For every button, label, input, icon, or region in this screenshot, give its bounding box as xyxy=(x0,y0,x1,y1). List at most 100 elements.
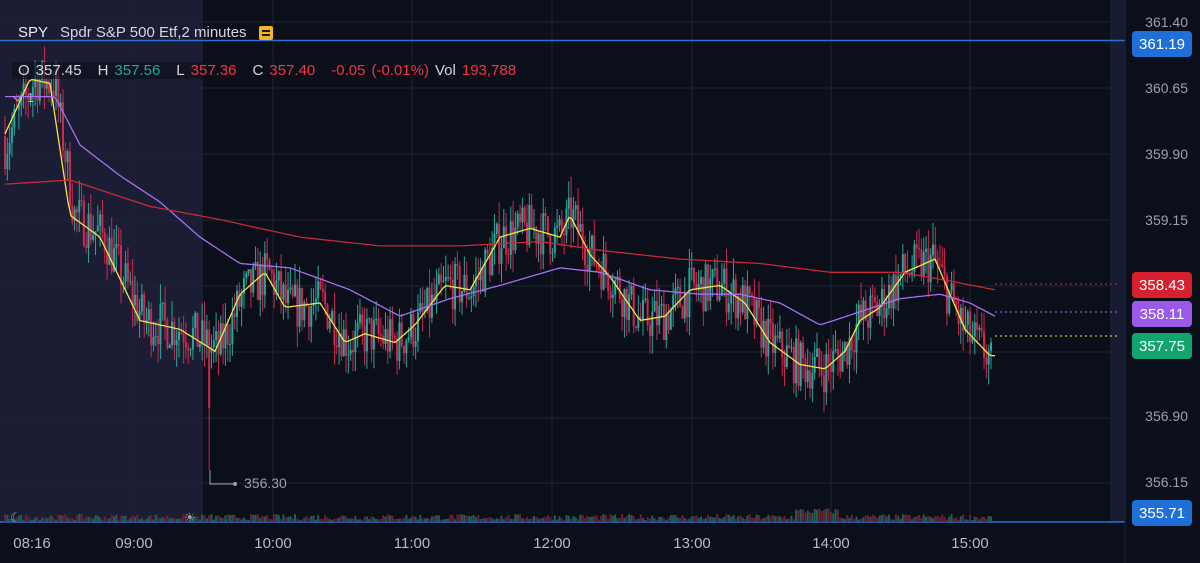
candle-body xyxy=(157,335,160,345)
volume-bar xyxy=(80,514,83,522)
volume-bar xyxy=(764,517,767,522)
volume-bar xyxy=(753,517,756,522)
candle-body xyxy=(80,200,83,202)
market-status-icon[interactable] xyxy=(258,25,273,40)
volume-bar xyxy=(621,514,624,522)
volume-bar xyxy=(985,518,988,522)
volume-bar xyxy=(229,514,232,522)
volume-bar xyxy=(430,516,433,522)
candle-body xyxy=(560,219,563,234)
candle-body xyxy=(625,289,628,320)
indicators-toggle[interactable]: 1 xyxy=(12,90,35,105)
candle-body xyxy=(484,249,487,292)
volume-bar xyxy=(878,515,881,522)
volume-bar xyxy=(528,519,531,522)
chevron-down-icon[interactable] xyxy=(12,91,23,101)
volume-bar xyxy=(802,509,805,522)
candle-body xyxy=(335,345,338,348)
volume-bar xyxy=(885,516,888,522)
volume-bar xyxy=(709,516,712,522)
volume-bar xyxy=(730,517,733,522)
volume-bar xyxy=(154,514,157,522)
candle-body xyxy=(551,252,554,254)
candle-body xyxy=(345,329,348,356)
candle-body xyxy=(602,253,605,290)
volume-bar xyxy=(64,514,67,522)
volume-bar xyxy=(126,519,129,522)
volume-bar xyxy=(526,517,528,522)
candle-body xyxy=(509,221,512,256)
volume-bar xyxy=(159,518,162,522)
candle-body xyxy=(655,301,658,326)
volume-bar xyxy=(783,516,786,522)
volume-bar xyxy=(553,515,556,522)
volume-bar xyxy=(980,516,983,522)
volume-bar xyxy=(544,516,547,522)
volume-bar xyxy=(948,517,951,522)
candle-body xyxy=(233,313,236,317)
volume-bar xyxy=(829,511,832,522)
volume-bar xyxy=(732,515,735,522)
candle-body xyxy=(481,267,484,292)
candle-body xyxy=(247,269,250,274)
candle-body xyxy=(846,342,849,365)
candle-body xyxy=(175,340,178,345)
candle-body xyxy=(667,314,670,330)
candle-body xyxy=(976,322,979,330)
volume-bar xyxy=(574,517,577,522)
candle-body xyxy=(389,319,392,352)
volume-bar xyxy=(312,515,315,522)
volume-label: Vol xyxy=(435,62,456,79)
price-tag-ma-mid[interactable]: 358.11 xyxy=(1132,301,1192,327)
candle-body xyxy=(783,357,786,368)
volume-bar xyxy=(407,518,410,522)
candle-body xyxy=(890,284,893,309)
time-tick: 13:00 xyxy=(673,535,711,552)
volume-bar xyxy=(537,518,540,522)
price-tag-ma-slow[interactable]: 358.43 xyxy=(1132,272,1192,298)
volume-bar xyxy=(110,514,113,522)
volume-bar xyxy=(542,517,545,522)
volume-bar xyxy=(816,509,818,522)
candle-body xyxy=(628,294,631,320)
price-tag-last[interactable]: 357.75 xyxy=(1132,333,1192,359)
volume-bar xyxy=(676,517,679,522)
volume-bar xyxy=(398,518,401,522)
candle-body xyxy=(507,254,510,256)
candle-body xyxy=(245,273,248,279)
candle-body xyxy=(477,276,480,281)
candle-body xyxy=(287,289,290,304)
candle-body xyxy=(741,284,744,313)
candle-body xyxy=(955,302,958,310)
volume-bar xyxy=(686,519,689,522)
volume-bar xyxy=(103,516,106,522)
candle-body xyxy=(168,345,171,349)
volume-bar xyxy=(565,515,568,522)
sun-icon: ☀ xyxy=(184,510,196,525)
volume-bar xyxy=(349,518,352,522)
price-tag-lower-line[interactable]: 355.71 xyxy=(1132,500,1192,526)
volume-bar xyxy=(604,514,607,522)
volume-bar xyxy=(602,514,605,522)
symbol-ticker[interactable]: SPY xyxy=(18,24,49,41)
candle-body xyxy=(646,298,649,325)
volume-bar xyxy=(971,519,974,522)
candle-body xyxy=(505,226,508,255)
volume-bar xyxy=(147,516,150,522)
volume-bar xyxy=(275,514,278,522)
volume-bar xyxy=(739,515,742,522)
candle-body xyxy=(277,271,280,281)
volume-bar xyxy=(36,516,39,522)
candle-body xyxy=(101,214,104,233)
indicator-count: 1 xyxy=(27,90,35,105)
candle-body xyxy=(324,292,327,305)
candle-body xyxy=(723,268,726,284)
price-tag-upper-line[interactable]: 361.19 xyxy=(1132,31,1192,57)
volume-bar xyxy=(809,512,812,522)
volume-bar xyxy=(326,517,329,522)
symbol-title[interactable]: SPY Spdr S&P 500 Etf,2 minutes xyxy=(18,24,273,41)
volume-bar xyxy=(400,518,403,522)
candle-body xyxy=(38,79,41,101)
volume-bar xyxy=(198,519,201,522)
